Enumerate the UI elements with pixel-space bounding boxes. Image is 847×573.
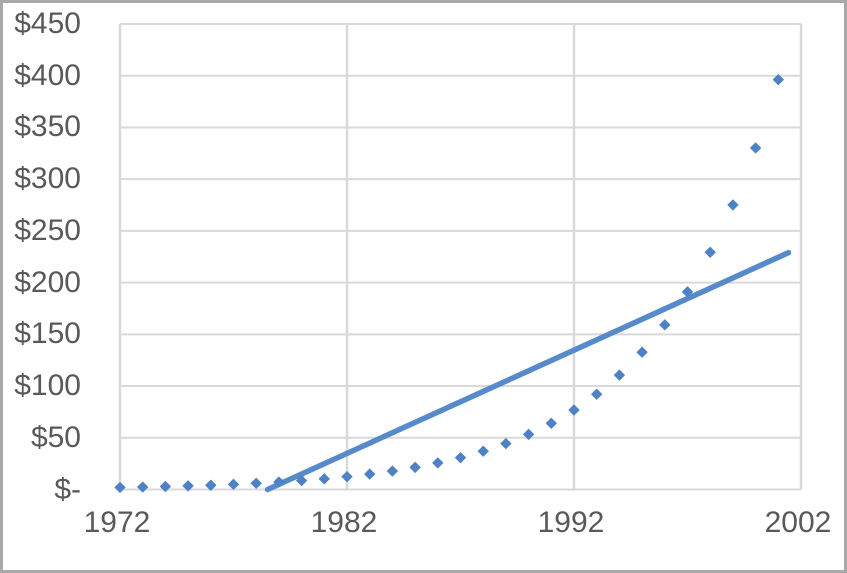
data-point-marker xyxy=(137,481,149,493)
data-point-marker xyxy=(364,468,376,480)
data-point-marker xyxy=(205,479,217,491)
y-tick-label: $250 xyxy=(14,213,81,247)
data-point-marker xyxy=(295,474,308,487)
data-point-marker xyxy=(250,477,262,489)
data-point-marker xyxy=(659,319,671,331)
data-point-marker xyxy=(477,445,489,457)
data-point-marker xyxy=(159,480,172,493)
data-point-marker xyxy=(591,388,603,400)
data-point-marker xyxy=(749,142,762,154)
data-point-marker xyxy=(545,417,557,429)
data-point-marker xyxy=(227,478,240,491)
data-point-marker xyxy=(522,428,535,441)
x-tick-label: 2002 xyxy=(764,506,832,539)
data-point-marker xyxy=(318,473,330,485)
data-point-marker xyxy=(772,73,784,86)
y-tick-label: $300 xyxy=(14,162,81,196)
data-point-marker xyxy=(341,470,353,483)
data-point-marker xyxy=(681,286,694,298)
y-tick-label: $350 xyxy=(14,110,81,144)
data-point-marker xyxy=(704,246,716,259)
x-tick-label: 1972 xyxy=(83,506,151,539)
y-tick-label: $100 xyxy=(14,369,81,403)
data-point-marker xyxy=(432,457,444,469)
y-tick-label: $- xyxy=(54,472,81,506)
data-point-marker xyxy=(182,480,194,492)
data-point-marker xyxy=(273,476,285,488)
data-point-marker xyxy=(568,404,580,416)
data-point-marker xyxy=(114,481,126,494)
data-point-marker xyxy=(409,461,421,474)
data-point-marker xyxy=(454,451,467,464)
y-tick-label: $200 xyxy=(14,265,81,299)
x-tick-label: 1992 xyxy=(537,506,605,539)
data-point-marker xyxy=(386,465,399,477)
x-tick-label: 1982 xyxy=(310,506,378,539)
y-tick-label: $450 xyxy=(14,7,81,40)
data-point-marker xyxy=(613,369,626,381)
y-tick-label: $400 xyxy=(14,58,81,92)
y-tick-label: $50 xyxy=(30,420,81,454)
trendline xyxy=(264,249,792,493)
data-point-marker xyxy=(500,437,512,450)
y-tick-label: $150 xyxy=(14,317,81,351)
scatter-chart xyxy=(114,23,803,494)
data-point-marker xyxy=(636,346,648,358)
data-point-marker xyxy=(727,199,739,211)
